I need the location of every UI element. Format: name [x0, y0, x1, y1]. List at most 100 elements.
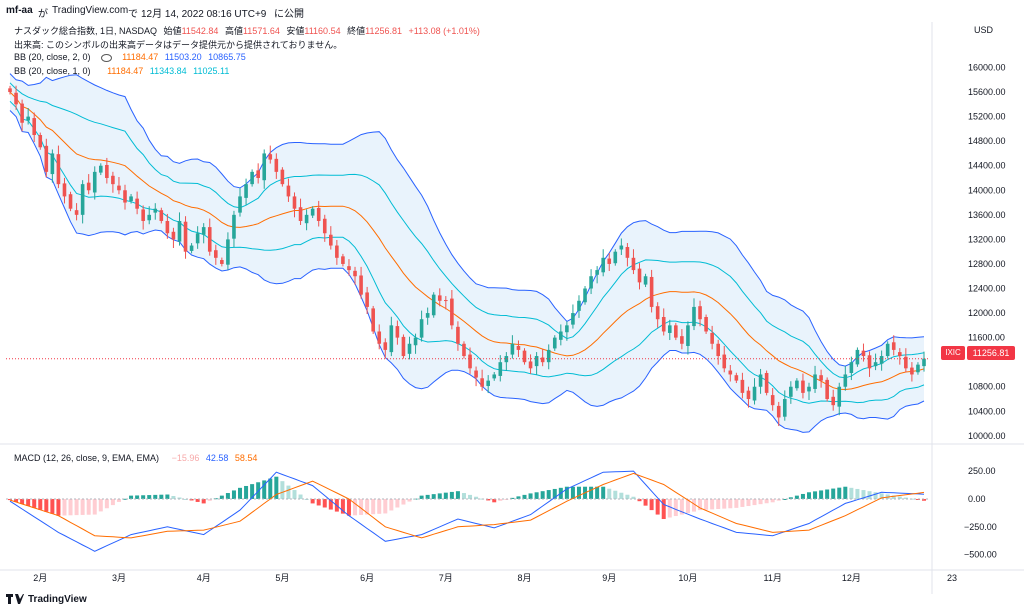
candle	[631, 257, 636, 271]
macd-histogram-bar	[546, 490, 551, 499]
candle	[335, 245, 339, 258]
macd-histogram-bar	[98, 498, 103, 512]
last-price-tag: 11256.81	[967, 346, 1015, 360]
month-label: 9月	[602, 573, 616, 583]
candle	[365, 292, 369, 307]
macd-histogram-bar	[746, 498, 751, 507]
candle	[510, 343, 515, 355]
candle	[74, 210, 79, 215]
chart-canvas[interactable]: USD 16000.00 15600.00 15200.00 14800.00 14400…	[0, 0, 1024, 594]
candle	[613, 251, 618, 264]
candle	[722, 354, 727, 369]
macd-histogram-bar	[86, 498, 91, 515]
candle	[56, 154, 61, 185]
macd-histogram-bar	[752, 498, 757, 506]
macd-histogram-bar	[292, 490, 297, 499]
month-label: 2月	[33, 573, 47, 583]
candle	[595, 270, 599, 275]
macd-histogram-bar	[728, 498, 733, 509]
candle	[649, 276, 654, 307]
price-tick-label: 12000.00	[968, 308, 1006, 318]
candle	[8, 88, 12, 93]
macd-histogram-bar	[147, 495, 152, 499]
bb2-legend[interactable]: BB (20, close, 1, 0) 11184.47 11343.84 1…	[14, 66, 233, 76]
macd-histogram-bar	[268, 478, 273, 499]
candle	[50, 153, 55, 175]
candle	[486, 380, 490, 387]
candle	[165, 220, 170, 234]
symbol-tag: IXIC	[941, 346, 965, 360]
bb-upper-1sd	[9, 82, 925, 379]
macd-line	[9, 470, 925, 552]
candle	[813, 374, 817, 389]
candle	[389, 325, 394, 353]
price-tick-label: 15200.00	[968, 112, 1006, 122]
macd-histogram-bar	[322, 498, 327, 508]
candle	[474, 370, 478, 378]
macd-histogram-bar	[153, 494, 158, 499]
candle	[456, 326, 460, 344]
price-tick-label: 14000.00	[968, 185, 1006, 195]
macd-histogram-bar	[915, 498, 920, 500]
candle	[92, 171, 97, 193]
candle	[571, 313, 575, 325]
bb2-basis: 11184.47	[107, 66, 144, 76]
macd-signal-value: 58.54	[234, 453, 258, 463]
macd-histogram-bar	[510, 497, 515, 499]
macd-histogram-bar	[340, 498, 345, 514]
macd-histogram-bar	[607, 488, 612, 499]
candle	[873, 362, 878, 367]
macd-histogram-bar	[498, 498, 503, 501]
macd-histogram-bar	[274, 476, 279, 499]
macd-histogram-bar	[849, 487, 854, 499]
candle	[189, 245, 194, 251]
macd-histogram-bar	[207, 498, 212, 501]
macd-histogram-bar	[788, 497, 793, 499]
site-name[interactable]: TradingView.com	[52, 5, 129, 16]
low-label: 安値	[286, 26, 305, 36]
macd-histogram-bar	[159, 494, 164, 499]
candle	[431, 294, 436, 316]
bb2-lower: 11025.11	[193, 66, 230, 76]
price-tick-label: 13200.00	[968, 234, 1006, 244]
candle	[395, 326, 400, 338]
candle	[419, 319, 424, 338]
bb-basis	[9, 91, 925, 391]
macd-histogram-bar	[183, 498, 188, 500]
candle	[825, 379, 829, 400]
candle	[444, 300, 448, 302]
candle	[619, 245, 624, 250]
macd-histogram-bar	[643, 498, 648, 506]
candle	[861, 350, 866, 357]
candle	[655, 306, 660, 320]
candle	[292, 196, 297, 209]
macd-histogram-bar	[62, 498, 67, 516]
macd-histogram-bar	[855, 488, 860, 499]
macd-histogram-bar	[383, 498, 388, 514]
candle	[383, 342, 388, 350]
macd-histogram-bar	[425, 494, 430, 499]
eye-icon[interactable]	[100, 53, 112, 62]
month-label: 3月	[112, 573, 126, 583]
candle	[625, 247, 630, 258]
price-tick-label: 13600.00	[968, 210, 1006, 220]
macd-histogram-bar	[782, 498, 787, 500]
candle	[44, 145, 49, 172]
candle	[413, 337, 418, 346]
candle	[322, 218, 327, 234]
macd-histogram-bar	[800, 493, 805, 499]
month-label: 6月	[360, 573, 374, 583]
candle	[492, 374, 497, 379]
macd-histogram-bar	[68, 498, 73, 516]
candle	[171, 231, 176, 240]
macd-histogram-bar	[903, 497, 908, 499]
candle	[286, 185, 291, 197]
macd-legend[interactable]: MACD (12, 26, close, 9, EMA, EMA) −15.96…	[14, 453, 261, 463]
candle	[177, 220, 182, 242]
author-name[interactable]: mf-aa	[6, 5, 33, 16]
macd-histogram-bar	[619, 492, 624, 499]
macd-histogram-bar	[437, 493, 442, 499]
bb1-legend[interactable]: BB (20, close, 2, 0) 11184.47 11503.20 1…	[14, 52, 250, 62]
candle	[661, 316, 666, 332]
candle	[516, 345, 521, 350]
